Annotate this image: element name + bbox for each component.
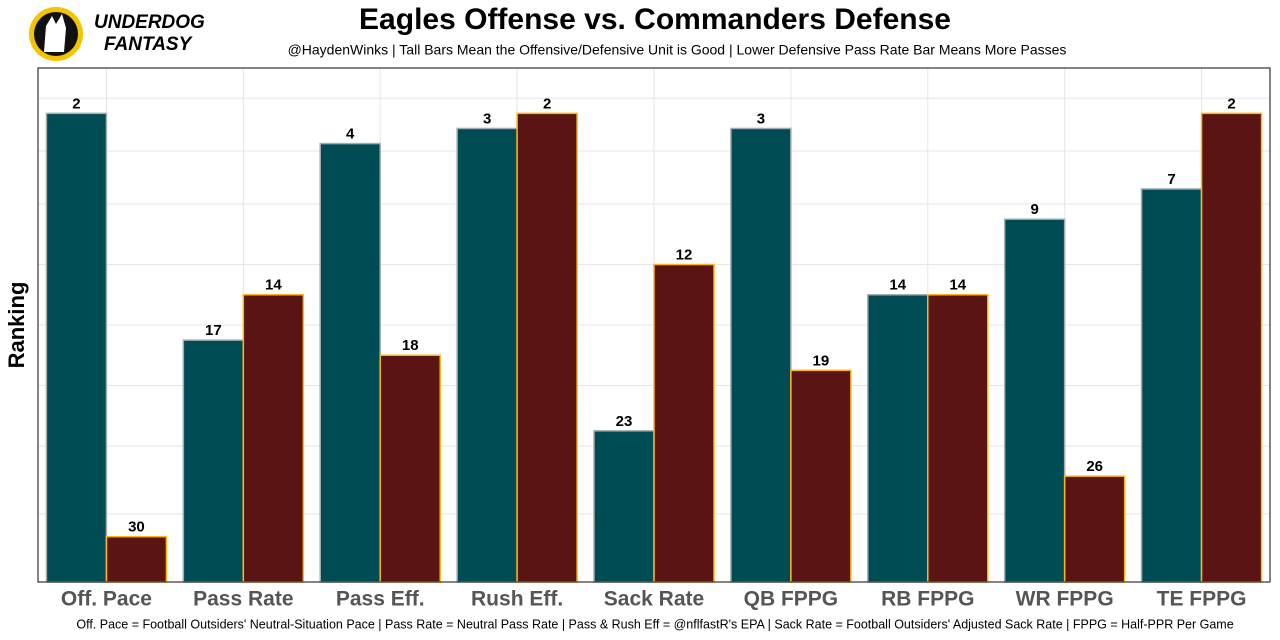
bar	[182, 339, 245, 583]
bar	[105, 535, 168, 583]
data-label: 17	[205, 322, 222, 339]
data-label: 14	[949, 277, 966, 294]
bar	[1003, 218, 1066, 583]
chart-subtitle: @HaydenWinks | Tall Bars Mean the Offens…	[288, 42, 1067, 58]
bar	[319, 142, 381, 583]
bar	[1200, 112, 1263, 583]
data-label: 7	[1167, 171, 1175, 188]
bar	[45, 112, 108, 583]
data-label: 2	[543, 95, 551, 112]
data-label: 2	[72, 95, 80, 112]
data-label: 26	[1086, 458, 1103, 475]
x-tick-label: RB FPPG	[881, 588, 974, 611]
x-tick-label: Sack Rate	[604, 588, 704, 611]
y-axis-label: Ranking	[4, 282, 29, 369]
data-label: 19	[813, 352, 830, 369]
data-label: 30	[128, 519, 145, 536]
logo-text: FANTASY	[104, 34, 194, 55]
bar	[1140, 188, 1203, 583]
caption: Off. Pace = Football Outsiders' Neutral-…	[76, 617, 1233, 631]
data-label: 14	[889, 277, 906, 294]
x-tick-label: WR FPPG	[1016, 588, 1114, 611]
bar	[593, 430, 655, 583]
data-label: 14	[265, 277, 282, 294]
bar	[242, 294, 305, 583]
data-label: 9	[1030, 201, 1038, 218]
x-tick-label: TE FPPG	[1157, 588, 1247, 611]
bar	[867, 294, 929, 583]
logo: UNDERDOG FANTASY	[29, 7, 205, 61]
x-tick-label: Rush Eff.	[471, 588, 563, 611]
bar	[927, 294, 989, 583]
data-label: 3	[483, 110, 491, 127]
chart-title: Eagles Offense vs. Commanders Defense	[359, 3, 951, 36]
bar	[379, 354, 441, 583]
data-label: 12	[676, 246, 693, 263]
bar	[730, 127, 792, 583]
bar	[1063, 475, 1126, 583]
data-label: 18	[402, 337, 419, 354]
x-tick-label: QB FPPG	[744, 588, 839, 611]
bar	[653, 263, 715, 583]
bar	[516, 112, 578, 583]
logo-dog	[44, 14, 66, 52]
plot-border	[37, 67, 1271, 583]
data-label: 2	[1227, 95, 1235, 112]
data-label: 4	[346, 126, 355, 143]
bar	[456, 127, 518, 583]
bar	[790, 369, 852, 583]
data-label: 23	[616, 413, 633, 430]
x-tick-label: Pass Eff.	[336, 588, 425, 611]
plot: Off. Pace 2 30 Pass Rate 17 14 Pass Eff. 4 18 Rus…	[38, 68, 1270, 611]
data-label: 3	[757, 110, 765, 127]
x-tick-label: Off. Pace	[61, 588, 152, 611]
logo-text: UNDERDOG	[94, 12, 205, 33]
x-tick-label: Pass Rate	[193, 588, 293, 611]
